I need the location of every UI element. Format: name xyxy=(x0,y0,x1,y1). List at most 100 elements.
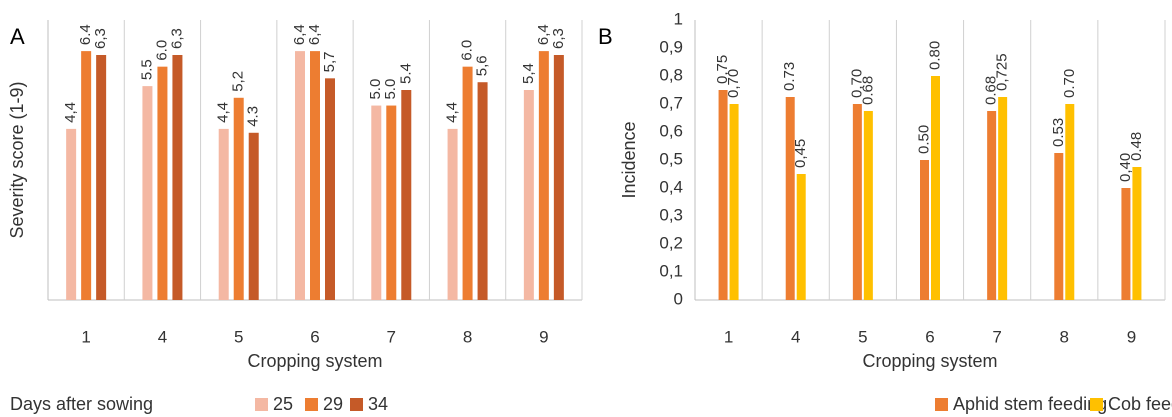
data-label: 5.0 xyxy=(382,79,399,100)
x-tick-label: 1 xyxy=(81,327,90,346)
panel-label: A xyxy=(10,24,25,49)
x-tick-label: 9 xyxy=(1127,327,1136,346)
bar xyxy=(1054,153,1064,300)
x-tick-label: 1 xyxy=(724,327,733,346)
data-label: 0.48 xyxy=(1128,132,1145,161)
legend-swatch xyxy=(1090,398,1103,411)
bar xyxy=(785,97,795,300)
data-label: 0.68 xyxy=(983,76,1000,105)
data-label: 0.73 xyxy=(781,62,798,91)
data-label: 6,3 xyxy=(92,28,109,49)
x-tick-label: 5 xyxy=(234,327,243,346)
data-label: 5,7 xyxy=(321,51,338,72)
data-label: 6,4 xyxy=(535,24,552,45)
panel-label: B xyxy=(598,24,613,49)
data-label: 6,3 xyxy=(168,28,185,49)
legend-title: Days after sowing xyxy=(10,394,153,414)
x-tick-label: 7 xyxy=(992,327,1001,346)
bar xyxy=(863,111,873,300)
bar xyxy=(386,105,397,300)
bar xyxy=(295,51,305,300)
legend-label: Aphid stem feeding xyxy=(953,394,1107,414)
data-label: 6,3 xyxy=(550,28,567,49)
bar xyxy=(553,55,564,300)
bar xyxy=(96,55,107,300)
bar xyxy=(310,51,320,300)
y-tick-label: 0,7 xyxy=(659,93,683,112)
legend-swatch xyxy=(935,398,948,411)
x-tick-label: 5 xyxy=(858,327,867,346)
bar xyxy=(81,51,92,300)
bar xyxy=(1132,167,1142,300)
x-axis-title: Cropping system xyxy=(247,351,382,371)
y-tick-label: 0,2 xyxy=(659,233,683,252)
data-label: 4,4 xyxy=(62,102,79,123)
data-label: 0.68 xyxy=(859,76,876,105)
data-label: 4,4 xyxy=(444,102,461,123)
bar xyxy=(447,128,458,300)
legend-label: Cob feeding xyxy=(1108,394,1172,414)
bar xyxy=(66,128,77,300)
legend-label: 34 xyxy=(368,394,388,414)
bar xyxy=(852,104,862,300)
x-tick-label: 4 xyxy=(791,327,800,346)
data-label: 5.4 xyxy=(397,63,414,84)
data-label: 6,4 xyxy=(291,24,308,45)
bar xyxy=(1121,188,1131,300)
bar xyxy=(233,97,244,301)
bar xyxy=(920,160,929,300)
y-tick-label: 0 xyxy=(674,289,683,308)
bar xyxy=(931,76,940,300)
y-tick-label: 0,8 xyxy=(659,65,683,84)
bar xyxy=(142,86,153,300)
legend-label: 25 xyxy=(273,394,293,414)
bar xyxy=(477,82,488,300)
data-label: 0,70 xyxy=(848,69,865,98)
bar xyxy=(1065,104,1075,300)
y-axis-title: Incidence xyxy=(619,121,639,198)
y-tick-label: 0,5 xyxy=(659,149,683,168)
x-tick-label: 8 xyxy=(1060,327,1069,346)
x-tick-label: 8 xyxy=(463,327,472,346)
data-label: 0,725 xyxy=(994,53,1011,91)
data-label: 0.50 xyxy=(915,125,932,154)
data-label: 5,4 xyxy=(520,63,537,84)
y-tick-label: 0,9 xyxy=(659,37,683,56)
bar xyxy=(462,66,473,301)
bar xyxy=(796,174,806,300)
x-axis-title: Cropping system xyxy=(862,351,997,371)
bar xyxy=(523,90,534,300)
x-tick-label: 6 xyxy=(310,327,319,346)
x-tick-label: 9 xyxy=(539,327,548,346)
bar xyxy=(987,111,997,300)
data-label: 4.3 xyxy=(245,106,262,127)
bar xyxy=(172,55,183,300)
y-tick-label: 1 xyxy=(674,9,683,28)
data-label: 6,4 xyxy=(306,24,323,45)
legend-label: 29 xyxy=(323,394,343,414)
data-label: 5.0 xyxy=(367,79,384,100)
bar xyxy=(401,90,412,300)
bar xyxy=(325,78,335,300)
data-label: 0,40 xyxy=(1117,153,1134,182)
legend-swatch xyxy=(255,398,268,411)
legend-swatch xyxy=(305,398,318,411)
legend-swatch xyxy=(350,398,363,411)
data-label: 0.70 xyxy=(1061,69,1078,98)
x-tick-label: 7 xyxy=(387,327,396,346)
y-tick-label: 0,3 xyxy=(659,205,683,224)
data-label: 0,45 xyxy=(792,139,809,168)
data-label: 6.0 xyxy=(153,40,170,61)
data-label: 0,70 xyxy=(725,69,742,98)
y-tick-label: 0,4 xyxy=(659,177,683,196)
bar xyxy=(248,132,259,300)
y-tick-label: 0,1 xyxy=(659,261,683,280)
data-label: 5.5 xyxy=(138,59,155,80)
bar xyxy=(998,97,1008,300)
bar xyxy=(218,128,229,300)
x-tick-label: 4 xyxy=(158,327,167,346)
bar xyxy=(157,66,168,301)
data-label: 5,6 xyxy=(474,55,491,76)
